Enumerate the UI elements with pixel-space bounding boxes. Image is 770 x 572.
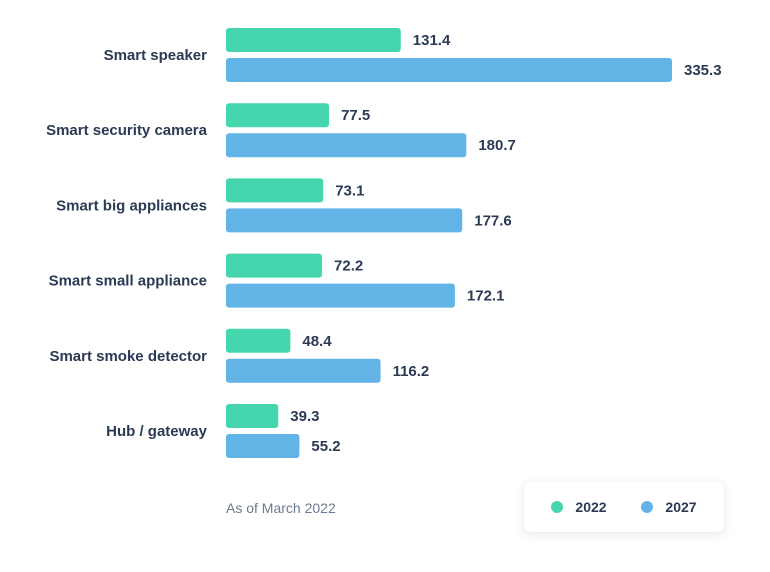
value-label-2022: 39.3	[290, 408, 319, 425]
category-label: Smart smoke detector	[49, 348, 207, 365]
legend-item-2027[interactable]: 2027	[641, 499, 697, 515]
bar-2022[interactable]	[226, 28, 401, 52]
category-label: Smart small appliance	[49, 273, 207, 290]
legend-marker-2027	[641, 501, 654, 513]
bar-2027[interactable]	[226, 208, 463, 233]
value-label-2027: 177.6	[474, 212, 512, 229]
legend-marker-2022	[551, 501, 564, 513]
source-note: As of March 2022	[226, 500, 336, 516]
value-label-2022: 77.5	[341, 107, 370, 124]
bar-2027[interactable]	[226, 283, 455, 308]
value-label-2022: 72.2	[334, 258, 363, 275]
bar-2022[interactable]	[226, 404, 279, 428]
value-label-2027: 55.2	[311, 438, 340, 455]
legend: 2022 2027	[524, 482, 724, 532]
value-label-2022: 48.4	[302, 333, 332, 350]
bar-2022[interactable]	[226, 178, 324, 203]
bar-2027[interactable]	[226, 434, 300, 458]
value-label-2027: 172.1	[467, 288, 505, 305]
bar-2022[interactable]	[226, 328, 291, 353]
legend-label-2027: 2027	[665, 499, 697, 515]
value-label-2022: 73.1	[335, 182, 364, 199]
bar-2027[interactable]	[226, 58, 672, 82]
bar-2022[interactable]	[226, 253, 323, 278]
legend-label-2022: 2022	[575, 499, 607, 515]
category-label: Smart security camera	[46, 122, 208, 139]
legend-item-2022[interactable]: 2022	[551, 499, 607, 515]
bar-2022[interactable]	[226, 103, 330, 128]
bar-2027[interactable]	[226, 133, 467, 158]
value-label-2027: 335.3	[684, 62, 722, 79]
category-label: Smart speaker	[104, 47, 208, 64]
category-label: Hub / gateway	[106, 423, 208, 440]
category-label: Smart big appliances	[56, 197, 207, 214]
bar-2027[interactable]	[226, 358, 381, 383]
value-label-2027: 116.2	[393, 363, 430, 380]
value-label-2022: 131.4	[413, 32, 451, 49]
value-label-2027: 180.7	[478, 137, 516, 154]
